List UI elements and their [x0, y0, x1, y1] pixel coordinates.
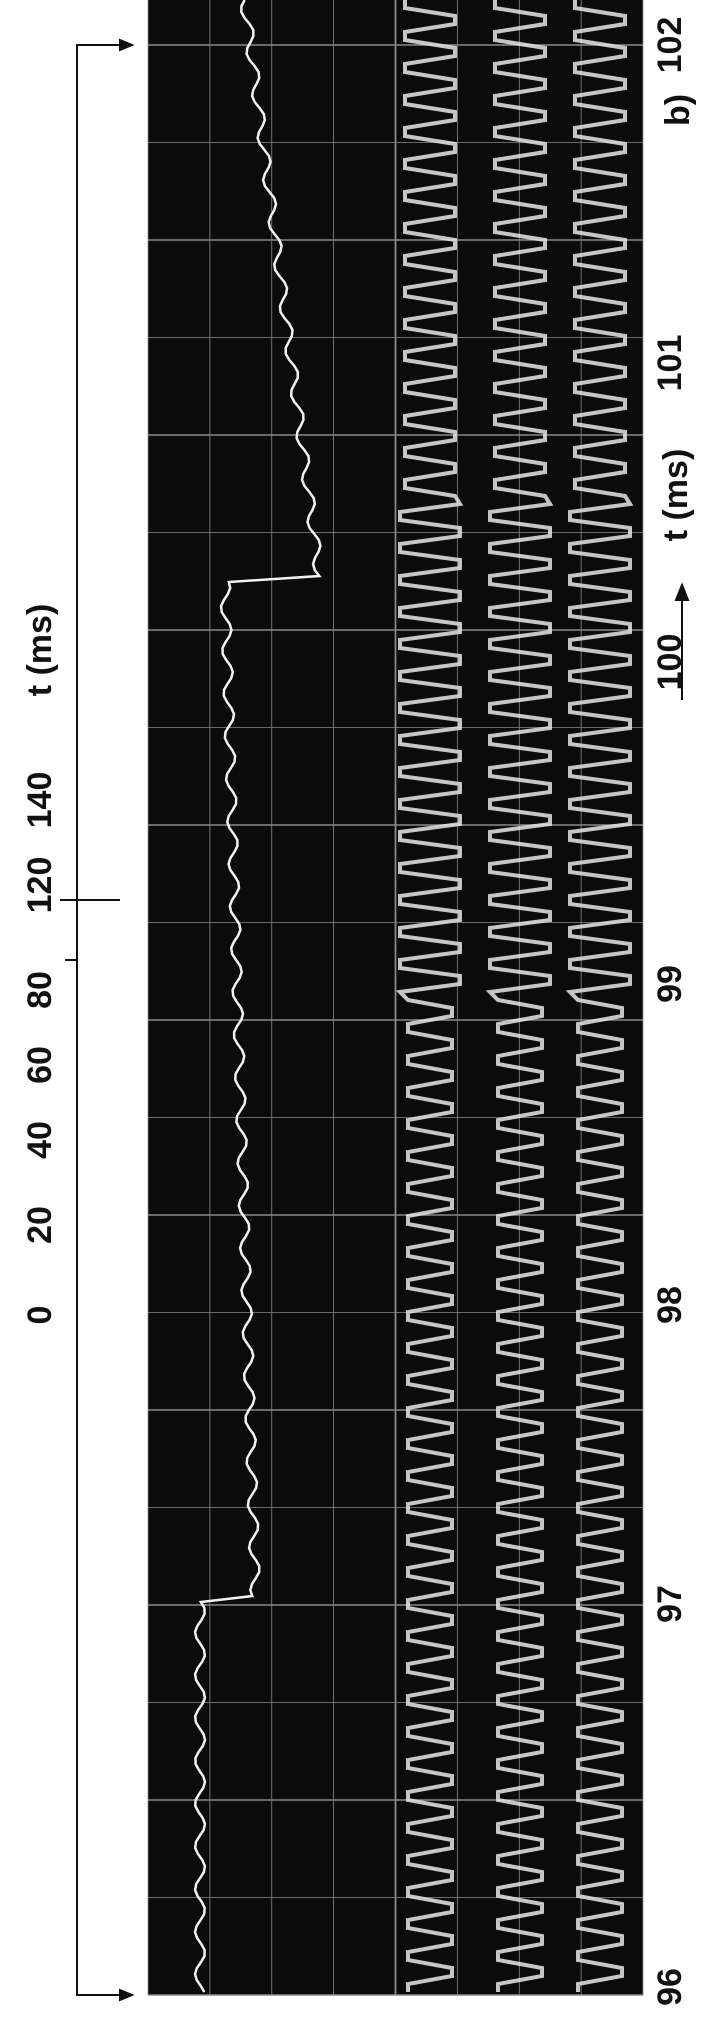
arrow-head: [676, 585, 688, 600]
page: {"panel_label": "b)", "top_axis": {"tick…: [0, 0, 728, 2019]
panel-label: b): [659, 94, 697, 126]
top-tick-label: 0: [21, 1306, 59, 1325]
bottom-tick-label: 100: [651, 634, 689, 691]
top-tick-label: 120: [21, 857, 59, 914]
top-tick-label: 20: [21, 1206, 59, 1244]
bottom-tick-label: 97: [651, 1585, 689, 1623]
top-tick-label: 140: [21, 772, 59, 829]
arrow-head: [120, 1990, 132, 2000]
top-tick-label: 80: [21, 971, 59, 1009]
top-tick-label: 60: [21, 1046, 59, 1084]
bottom-tick-label: 102: [651, 17, 689, 74]
top-tick-label: 40: [21, 1121, 59, 1159]
figure: b) t (ms) t (ms) 96 97 98 99 100 101 102 0 20 40 6…: [0, 0, 728, 2019]
bottom-axis-unit: t (ms): [657, 449, 695, 542]
bottom-tick-label: 101: [651, 335, 689, 392]
top-axis-unit: t (ms): [21, 604, 59, 697]
bracket-full: [77, 45, 120, 1995]
bottom-tick-label: 98: [651, 1286, 689, 1324]
arrow-head: [120, 40, 132, 50]
bottom-tick-label: 99: [651, 965, 689, 1003]
bottom-tick-label: 96: [651, 1968, 689, 2006]
